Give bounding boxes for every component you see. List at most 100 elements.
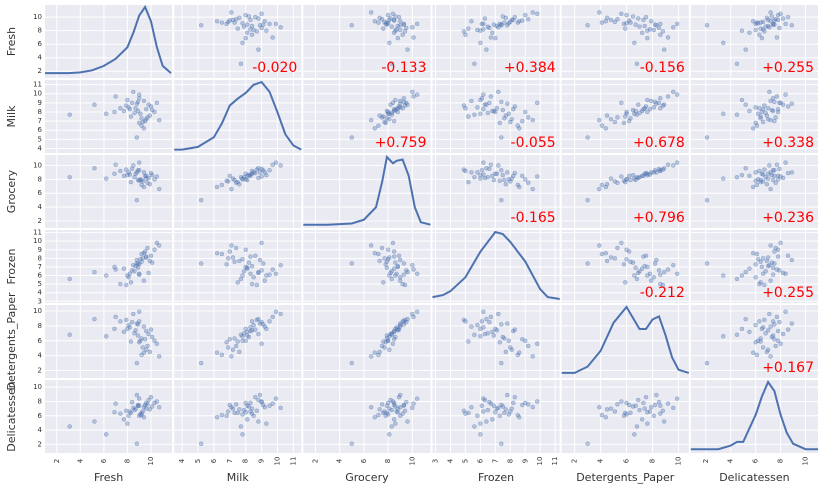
- scatter-point: [487, 319, 492, 325]
- scatter-point: [414, 271, 420, 277]
- scatter-point: [488, 162, 494, 167]
- panel-background: [303, 305, 431, 378]
- scatter-point: [704, 261, 710, 266]
- scatter-point: [472, 61, 477, 67]
- scatter-point: [639, 173, 645, 179]
- scatter-point: [484, 316, 489, 322]
- scatter-point: [118, 411, 123, 416]
- scatter-point: [747, 173, 752, 179]
- y-tick-label: 9: [38, 246, 42, 254]
- scatter-point: [376, 251, 381, 257]
- y-tick-label: 2: [38, 440, 42, 448]
- scatter-point: [414, 92, 420, 97]
- x-tick-label: 10: [147, 457, 155, 466]
- x-tick-label: 4: [336, 458, 344, 463]
- scatter-point: [612, 256, 618, 261]
- scatter-point: [389, 112, 394, 117]
- scatter-point: [67, 112, 72, 117]
- scatter-point: [379, 343, 385, 349]
- x-tick-label: 8: [384, 459, 392, 463]
- scatter-point: [770, 265, 776, 271]
- scatter-point: [397, 18, 403, 24]
- scatter-point: [469, 324, 474, 329]
- scatter-point: [198, 441, 204, 446]
- panel-background: [45, 5, 173, 78]
- scatter-point: [754, 123, 760, 128]
- scatter-point: [214, 414, 220, 420]
- scatter-point: [121, 329, 127, 335]
- scatter-point: [402, 408, 408, 414]
- scatter-point: [753, 105, 758, 110]
- scatter-point: [401, 403, 407, 409]
- scatter-point: [530, 10, 535, 15]
- scatter-point: [750, 184, 756, 190]
- scatter-point: [273, 271, 279, 277]
- scatter-point: [139, 352, 144, 358]
- scatter-point: [134, 197, 140, 203]
- scatter-point: [499, 360, 504, 366]
- scatter-point: [264, 326, 269, 332]
- scatter-point: [520, 118, 525, 124]
- scatter-point: [647, 172, 653, 177]
- scatter-point: [243, 35, 248, 41]
- scatter-point: [387, 347, 392, 352]
- scatter-point: [126, 105, 131, 110]
- x-tick-label: 7: [226, 459, 234, 463]
- scatter-point: [497, 339, 503, 345]
- scatter-point: [273, 160, 279, 165]
- scatter-point: [219, 182, 225, 188]
- x-tick-label: 2: [311, 459, 319, 463]
- scatter-point: [628, 20, 633, 25]
- y-tick-label: 7: [38, 117, 42, 125]
- scatter-point: [612, 119, 618, 125]
- panel-background: [690, 305, 818, 378]
- scatter-point: [214, 184, 220, 190]
- scatter-point: [397, 105, 403, 110]
- scatter-point: [632, 40, 637, 46]
- scatter-point: [658, 272, 663, 277]
- scatter-point: [414, 396, 420, 401]
- scatter-point: [466, 26, 471, 31]
- scatter-point: [585, 441, 590, 446]
- scatter-point: [278, 405, 283, 411]
- scatter-point: [619, 174, 624, 179]
- scatter-point: [635, 102, 641, 107]
- scatter-point: [720, 40, 726, 46]
- scatter-point: [520, 173, 525, 179]
- scatter-point: [219, 412, 225, 418]
- scatter-point: [395, 263, 401, 269]
- scatter-point: [148, 327, 154, 332]
- scatter-point: [387, 40, 392, 46]
- scatter-point: [628, 410, 633, 416]
- scatter-point: [391, 249, 397, 254]
- x-tick-label: 7: [491, 459, 499, 463]
- scatter-point: [619, 399, 624, 404]
- scatter-point: [599, 20, 605, 25]
- scatter-point: [131, 89, 136, 95]
- scatter-point: [270, 314, 275, 320]
- scatter-point: [654, 101, 659, 106]
- scatter-point: [651, 27, 657, 33]
- scatter-point: [743, 47, 748, 52]
- scatter-point: [145, 180, 150, 186]
- scatter-point: [760, 179, 766, 184]
- scatter-point: [391, 328, 397, 334]
- scatter-point: [401, 261, 407, 266]
- scatter-point: [785, 253, 791, 259]
- scatter-point: [739, 97, 745, 103]
- scatter-point: [251, 27, 256, 33]
- scatter-point: [391, 400, 397, 406]
- scatter-point: [642, 406, 647, 411]
- scatter-point: [585, 23, 590, 28]
- scatter-point: [615, 402, 620, 407]
- scatter-point: [624, 400, 629, 406]
- scatter-point: [642, 23, 647, 29]
- scatter-point: [757, 319, 762, 324]
- scatter-point: [619, 11, 624, 17]
- scatter-point: [608, 17, 614, 23]
- scatter-point: [264, 28, 269, 33]
- scatter-point: [651, 274, 657, 280]
- scatter-point: [633, 403, 638, 409]
- scatter-point: [768, 278, 773, 283]
- scatter-point: [641, 400, 646, 406]
